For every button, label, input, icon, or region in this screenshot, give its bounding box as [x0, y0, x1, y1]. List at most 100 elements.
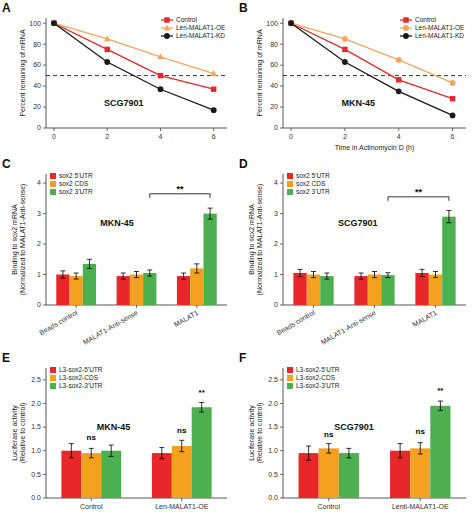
legend: sox2 5'UTRsox2 CDSsox2 3'UTR — [287, 172, 330, 195]
bar — [381, 275, 394, 305]
y-axis-line — [46, 174, 47, 305]
bar — [368, 275, 381, 305]
error-bar — [199, 403, 204, 412]
legend: L3-sox2-5'UTRL3-sox2-CDSL3-sox2-3'UTR — [287, 366, 340, 389]
y-tick-label: 0.0 — [268, 494, 278, 501]
x-tick-label: 0 — [52, 133, 56, 140]
y-tick-label: 1.5 — [31, 423, 41, 430]
annotation: ** — [415, 187, 423, 197]
reference-line — [46, 75, 227, 76]
x-tick — [91, 498, 92, 501]
y-tick-label: 4 — [274, 179, 278, 186]
bar — [430, 406, 450, 498]
legend-label: L3-sox2-3'UTR — [296, 382, 340, 389]
x-tick-label: 2 — [343, 133, 347, 140]
point — [211, 107, 217, 113]
legend-swatch — [50, 375, 56, 381]
point — [450, 96, 455, 101]
x-tick — [398, 128, 399, 131]
legend-swatch — [50, 189, 56, 195]
error-bar — [359, 273, 364, 279]
legend-marker — [403, 17, 408, 22]
error-bar — [306, 446, 311, 460]
error-bar — [87, 259, 92, 268]
legend-label: L3-sox2-5'UTR — [59, 366, 103, 373]
error-bar — [89, 448, 94, 457]
x-tick-label: MALAT1-Anti-sense — [320, 309, 377, 346]
y-axis-line — [283, 368, 284, 498]
legend-swatch — [50, 383, 56, 389]
error-bar — [324, 273, 329, 279]
chart-title: SCG7901 — [338, 218, 378, 228]
legend-swatch — [50, 367, 56, 373]
legend-label: Control — [176, 16, 198, 23]
point — [210, 70, 216, 76]
error-bar — [372, 271, 377, 277]
x-tick-label: 4 — [397, 133, 401, 140]
legend-label: sox2 CDS — [296, 180, 326, 187]
point — [157, 53, 163, 59]
y-tick-label: 20 — [33, 103, 41, 110]
panel-label: A — [2, 1, 11, 15]
y-axis-line — [283, 18, 284, 128]
legend-swatch — [287, 173, 293, 179]
y-tick-label: 1.0 — [31, 447, 41, 454]
annotation: ** — [199, 388, 206, 397]
x-tick — [435, 305, 436, 308]
bar — [203, 214, 216, 305]
point — [396, 77, 401, 82]
y-tick-label: 80 — [33, 41, 41, 48]
error-bar — [298, 269, 303, 276]
legend-marker — [164, 33, 170, 39]
x-tick-label: 0 — [289, 133, 293, 140]
error-bar — [74, 273, 79, 279]
y-axis-label: (Relative to control) — [256, 403, 264, 464]
chart-title: SCG7901 — [104, 98, 144, 108]
error-bar — [385, 273, 390, 278]
x-tick — [107, 128, 108, 131]
y-axis-label: (Normalized to MALAT1-Anti-sense) — [256, 184, 264, 296]
y-axis-label: Percent remaining of mRNA — [256, 29, 264, 116]
x-tick-label: Lenti-MALAT1-OE — [392, 503, 449, 510]
legend-label: Len-MALAT1-KD — [415, 32, 464, 39]
y-tick-label: 0.5 — [31, 471, 41, 478]
error-bar — [194, 264, 199, 273]
x-tick-label: Len-MALAT1-OE — [155, 503, 208, 510]
chart-title: MKN-45 — [97, 422, 131, 432]
error-bar — [147, 270, 152, 276]
error-bar — [181, 273, 186, 279]
point — [342, 47, 347, 52]
bar — [130, 275, 143, 305]
annotation: ns — [87, 433, 97, 442]
y-tick-label: 2 — [274, 240, 278, 247]
y-tick-label: 100 — [29, 20, 41, 27]
error-bar — [398, 444, 403, 458]
x-tick — [196, 305, 197, 308]
panel: D01234Binding to sox2 mRNA(Normalized to… — [239, 157, 466, 346]
point — [342, 36, 348, 42]
plot-area — [56, 208, 216, 305]
y-tick-label: 60 — [33, 61, 41, 68]
bar — [339, 453, 359, 498]
point — [288, 21, 293, 26]
x-tick — [136, 305, 137, 308]
x-tick-label: 6 — [212, 133, 216, 140]
plot-area — [299, 401, 451, 498]
legend-label: Control — [415, 16, 437, 23]
point — [104, 59, 110, 65]
x-tick — [344, 128, 345, 131]
error-bar — [418, 443, 423, 454]
legend-swatch — [287, 367, 293, 373]
panel-label: E — [2, 351, 10, 365]
x-tick — [291, 128, 292, 131]
annotation: ns — [177, 426, 187, 435]
x-tick-label: Control — [317, 503, 340, 510]
legend-label: Len-MALAT1-OE — [176, 24, 226, 31]
error-bar — [311, 271, 316, 277]
y-tick-label: 4 — [37, 179, 41, 186]
legend-label: sox2 3'UTR — [296, 188, 330, 195]
annotation: ns — [416, 427, 426, 436]
error-bar — [326, 444, 331, 453]
y-tick-label: 0.5 — [268, 471, 278, 478]
x-tick-label: MALAT1 — [411, 309, 438, 328]
